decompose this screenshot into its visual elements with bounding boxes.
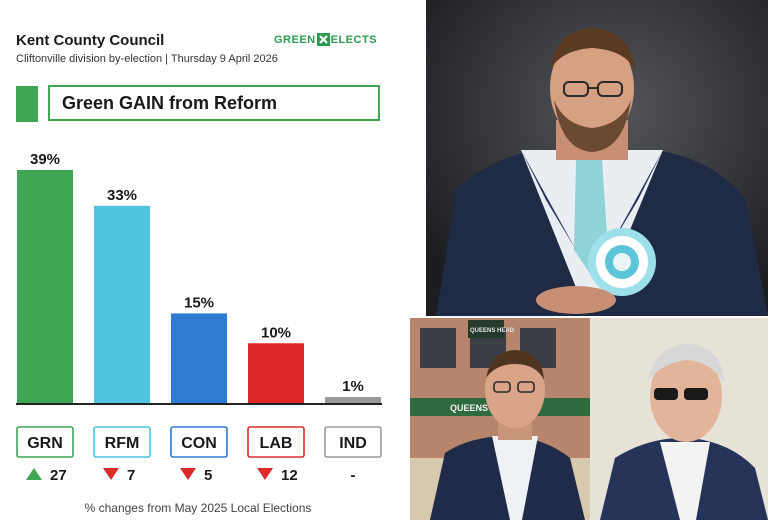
pub-sign-upper-text: QUEENS HEAD — [470, 328, 515, 334]
category-label-lab: LAB — [260, 435, 293, 452]
campaign-street-photo: QUEENS HEAD QUEENS HEAD — [410, 318, 768, 520]
change-value-lab: 12 — [281, 467, 298, 484]
page-title: Kent County Council — [16, 32, 165, 49]
portrait-illustration — [426, 0, 768, 316]
value-label-lab: 10% — [261, 324, 291, 341]
ballot-cross-icon — [316, 33, 330, 46]
down-arrow-icon — [180, 468, 196, 480]
footnote: % changes from May 2025 Local Elections — [85, 501, 312, 515]
bar-con — [171, 313, 227, 403]
vote-share-chart: 39% GRN 27 33% RFM 7 15% CON 5 10% LAB 12 1% IND - % ch… — [16, 151, 382, 515]
category-box-ind — [324, 426, 382, 458]
down-arrow-icon — [257, 468, 273, 480]
pub-sign-text: QUEENS HEAD — [450, 403, 517, 413]
result-banner: Green GAIN from Reform — [48, 85, 380, 121]
value-label-ind: 1% — [342, 378, 364, 395]
page-subtitle: Cliftonville division by-election | Thur… — [16, 53, 278, 65]
category-label-con: CON — [181, 435, 217, 452]
category-label-rfm: RFM — [105, 435, 140, 452]
change-value-ind: - — [351, 467, 356, 484]
bar-ind — [325, 397, 381, 403]
down-arrow-icon — [103, 468, 119, 480]
change-value-rfm: 7 — [127, 467, 135, 484]
result-color-block — [16, 86, 38, 122]
street-scene-illustration: QUEENS HEAD QUEENS HEAD — [410, 318, 768, 520]
up-arrow-icon — [26, 468, 42, 480]
bar-lab — [248, 343, 304, 403]
green-elects-logo: GREEN ELECTS — [274, 33, 377, 46]
category-box-grn — [16, 426, 74, 458]
logo-text-right: ELECTS — [330, 33, 378, 46]
bar-rfm — [94, 205, 150, 403]
candidate-portrait-photo — [426, 0, 768, 316]
bar-grn — [17, 170, 73, 403]
category-box-con — [170, 426, 228, 458]
election-graphic: Kent County Council Cliftonville divisio… — [16, 32, 382, 515]
category-label-ind: IND — [339, 435, 367, 452]
logo-text-left: GREEN — [274, 33, 316, 46]
value-label-rfm: 33% — [107, 187, 137, 204]
category-label-grn: GRN — [27, 435, 63, 452]
change-value-con: 5 — [204, 467, 212, 484]
category-box-lab — [247, 426, 305, 458]
value-label-grn: 39% — [30, 151, 60, 168]
change-value-grn: 27 — [50, 467, 67, 484]
category-box-rfm — [93, 426, 151, 458]
value-label-con: 15% — [184, 294, 214, 311]
